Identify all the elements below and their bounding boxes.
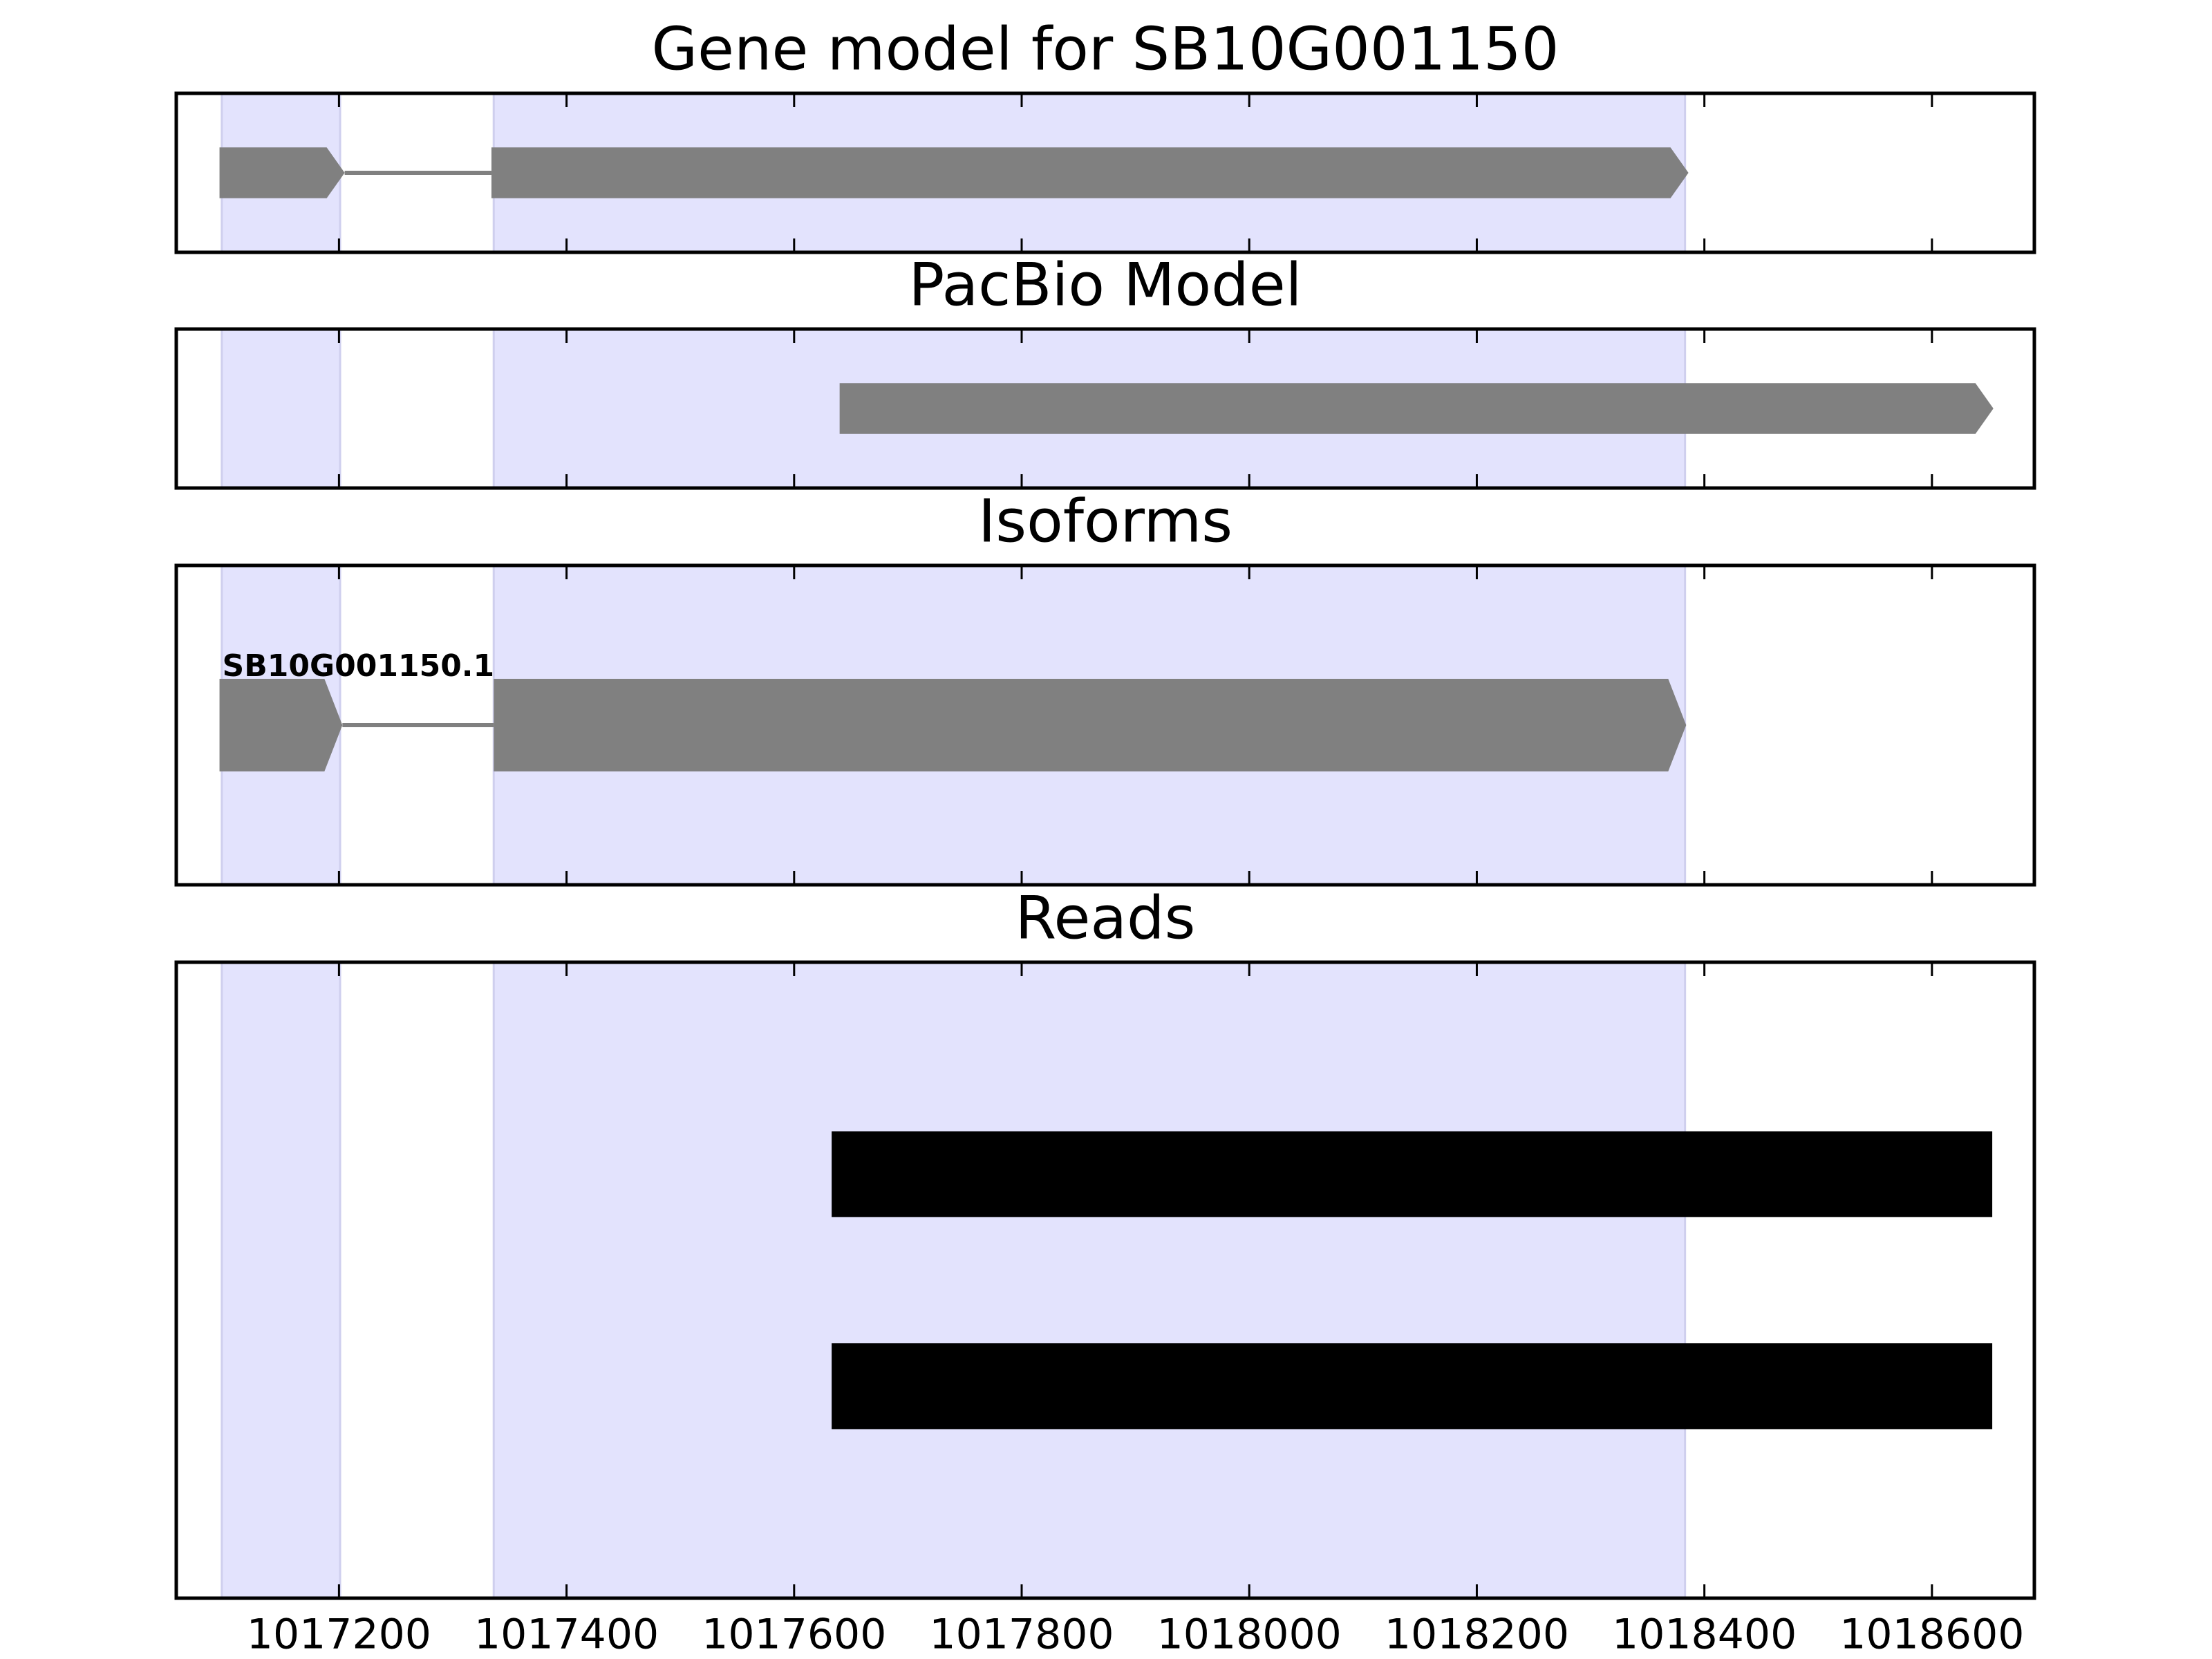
x-tick-label: 1017800: [929, 1611, 1114, 1659]
exon: [219, 679, 343, 771]
exon: [491, 147, 1689, 198]
panel-title: Reads: [1015, 883, 1196, 953]
panel-frame: [174, 563, 2036, 887]
exon: [494, 679, 1687, 771]
panel-frame: [174, 91, 2036, 254]
panel-title: Isoforms: [978, 487, 1232, 556]
x-tick-label: 1018600: [1839, 1611, 2024, 1659]
x-tick-label: 1017200: [247, 1611, 431, 1659]
highlight-region: [221, 961, 341, 1600]
panel-frame: [174, 327, 2036, 490]
exon: [219, 147, 345, 198]
x-tick-label: 1018400: [1612, 1611, 1797, 1659]
highlight-region: [492, 961, 1687, 1600]
x-tick-label: 1017600: [702, 1611, 886, 1659]
panel-frame: [174, 960, 2036, 1600]
x-tick-label: 1018200: [1385, 1611, 1569, 1659]
highlight-region: [221, 328, 341, 489]
x-tick-label: 1018000: [1157, 1611, 1342, 1659]
x-tick-label: 1017400: [474, 1611, 659, 1659]
panel-title: PacBio Model: [908, 250, 1302, 319]
isoform-label: SB10G001150.1: [223, 648, 495, 684]
exon: [839, 383, 1994, 434]
read: [832, 1343, 1993, 1430]
read: [832, 1131, 1993, 1217]
panel-title: Gene model for SB10G001150: [652, 15, 1559, 84]
